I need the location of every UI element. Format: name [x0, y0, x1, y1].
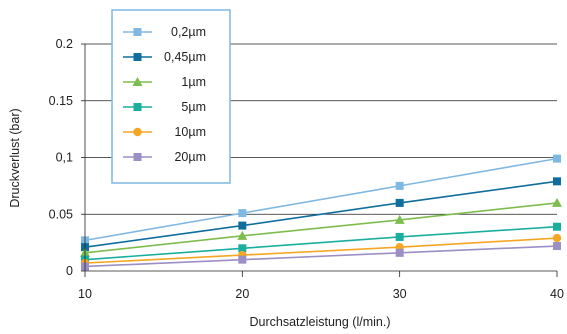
data-point [552, 197, 562, 207]
legend-label: 5µm [181, 100, 206, 114]
y-tick-label: 0 [66, 264, 73, 278]
legend-swatch-marker [133, 53, 142, 61]
data-point [553, 154, 561, 163]
legend-label: 0,2µm [171, 25, 206, 39]
data-point [553, 242, 561, 251]
y-tick-label: 0.2 [56, 37, 73, 51]
data-point [238, 255, 247, 264]
legend-item: 10µm [123, 125, 206, 139]
data-point [395, 181, 404, 190]
x-tick-label: 30 [393, 287, 407, 301]
data-point [395, 248, 404, 257]
series [81, 242, 561, 271]
y-axis-title: Druckverlust (bar) [8, 108, 22, 207]
data-point [395, 232, 404, 241]
legend-label: 0,45µm [164, 50, 206, 64]
data-point [553, 177, 561, 186]
legend-label: 10µm [174, 125, 206, 139]
legend-swatch-marker [133, 153, 142, 161]
legend: 0,2µm 0,45µm 1µm 5µm 10µm 20µm [111, 9, 231, 184]
series-line [84, 237, 558, 264]
x-tick-label: 10 [78, 287, 92, 301]
data-point [395, 198, 404, 207]
y-tick-labels: 0 0.05 0,1 0.15 0.2 [49, 37, 73, 278]
legend-swatch-marker [133, 28, 142, 36]
x-tick-label: 20 [235, 287, 249, 301]
data-point [238, 209, 247, 218]
data-point [552, 233, 562, 243]
series-line [84, 245, 558, 268]
series-line [84, 180, 558, 248]
series-line [84, 202, 558, 254]
x-tick-labels: 10 20 30 40 [78, 287, 564, 301]
series-line [84, 157, 558, 242]
x-axis-title: Durchsatzleistung (l/min.) [249, 315, 390, 329]
data-point [553, 222, 561, 231]
legend-label: 1µm [181, 75, 206, 89]
data-point [238, 244, 247, 253]
series [80, 197, 562, 257]
legend-item: 0,45µm [123, 50, 206, 64]
legend-item: 1µm [123, 75, 206, 89]
series-line [84, 225, 558, 261]
legend-swatch-marker [133, 127, 142, 137]
axes [81, 43, 558, 277]
y-tick-label: 0.05 [49, 207, 73, 221]
legend-label: 20µm [174, 150, 206, 164]
data-point [238, 221, 247, 230]
data-point [237, 230, 248, 240]
data-point [394, 214, 405, 224]
y-tick-label: 0.15 [49, 94, 73, 108]
series [80, 233, 562, 268]
x-tick-label: 40 [550, 287, 564, 301]
legend-swatch-marker [132, 77, 143, 86]
legend-box [111, 9, 231, 184]
legend-item: 20µm [123, 150, 206, 164]
legend-item: 0,2µm [123, 25, 206, 39]
legend-swatch-marker [133, 103, 142, 111]
y-tick-label: 0,1 [56, 151, 73, 165]
legend-item: 5µm [123, 100, 206, 114]
